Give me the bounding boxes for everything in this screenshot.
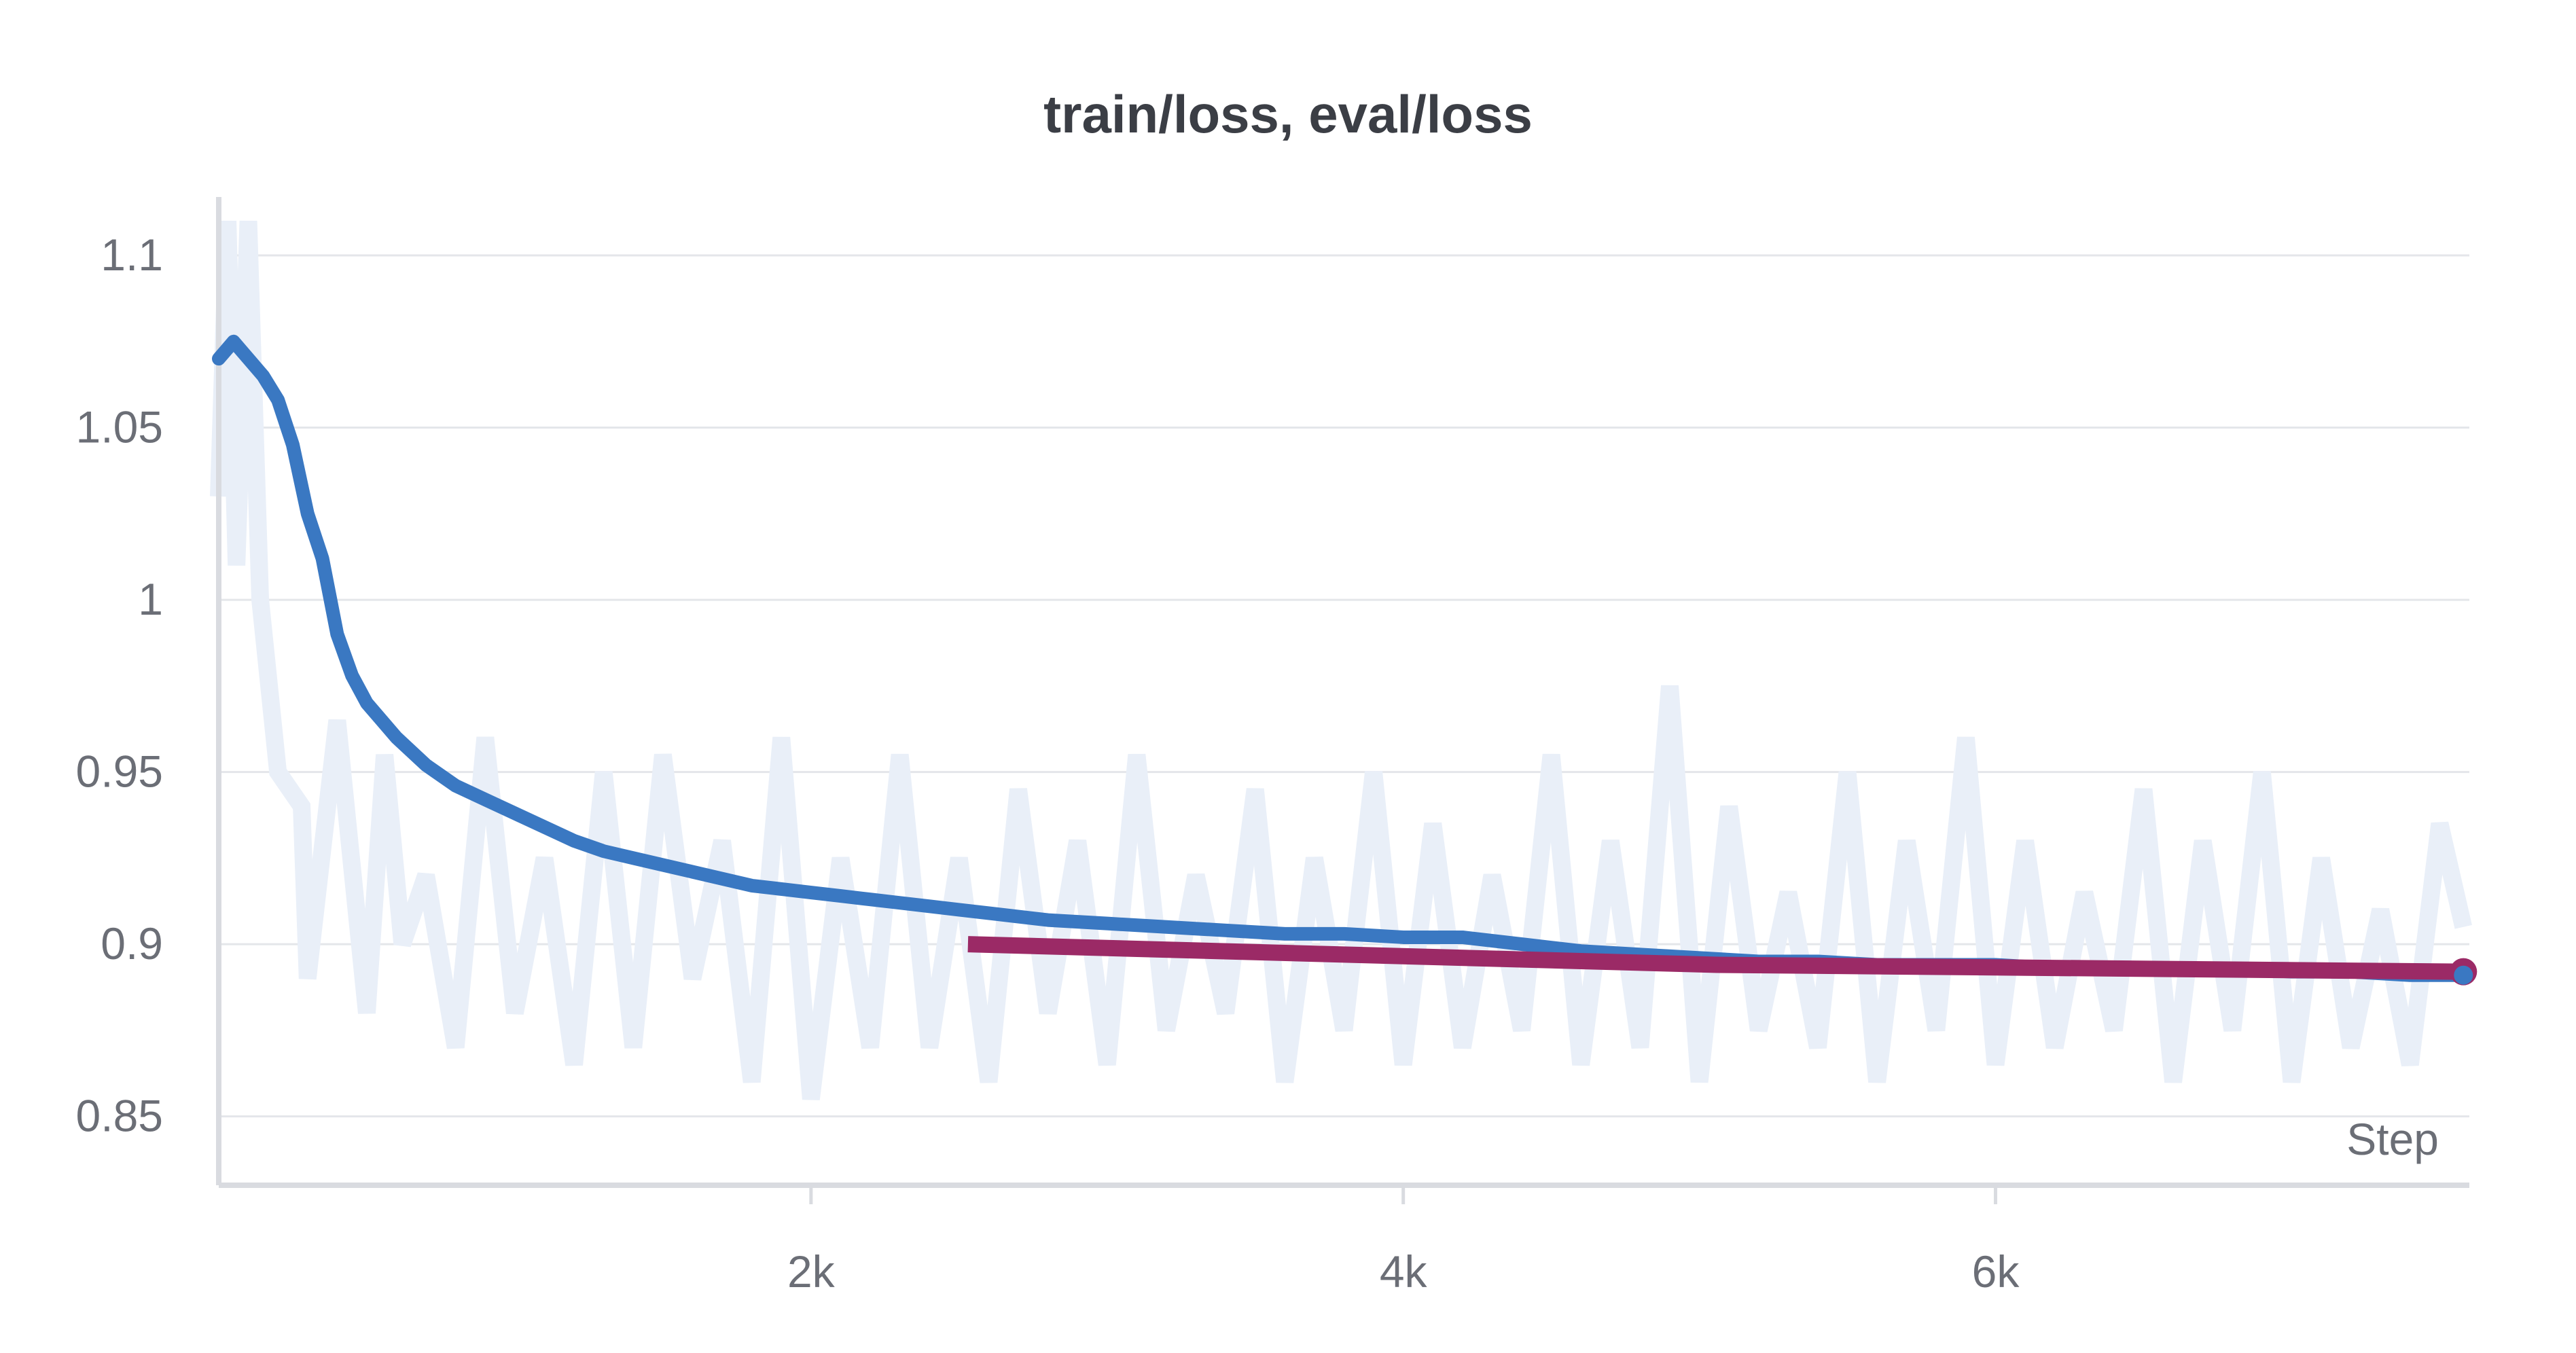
- y-tick-label: 0.9: [101, 918, 163, 969]
- y-tick-label: 1.05: [76, 402, 163, 452]
- axis-layer: [216, 197, 2469, 1188]
- x-tick-label: 2k: [787, 1246, 836, 1297]
- y-tick-label: 1: [138, 574, 163, 624]
- tick-layer: 0.85 0.9 0.95 1 1.05 1.1 2k 4k 6k: [76, 230, 2020, 1297]
- series-layer: [212, 334, 2477, 986]
- y-tick-label: 0.95: [76, 746, 163, 797]
- x-tick-label: 6k: [1972, 1246, 2020, 1297]
- y-tick-label: 0.85: [76, 1091, 163, 1141]
- y-tick-label: 1.1: [101, 230, 163, 280]
- x-tick-label: 4k: [1380, 1246, 1428, 1297]
- train-loss-end-point: [2454, 965, 2473, 985]
- chart-title: train/loss, eval/loss: [1043, 84, 1533, 144]
- x-axis-label: Step: [2346, 1114, 2439, 1164]
- eval-loss-line: [967, 936, 2464, 980]
